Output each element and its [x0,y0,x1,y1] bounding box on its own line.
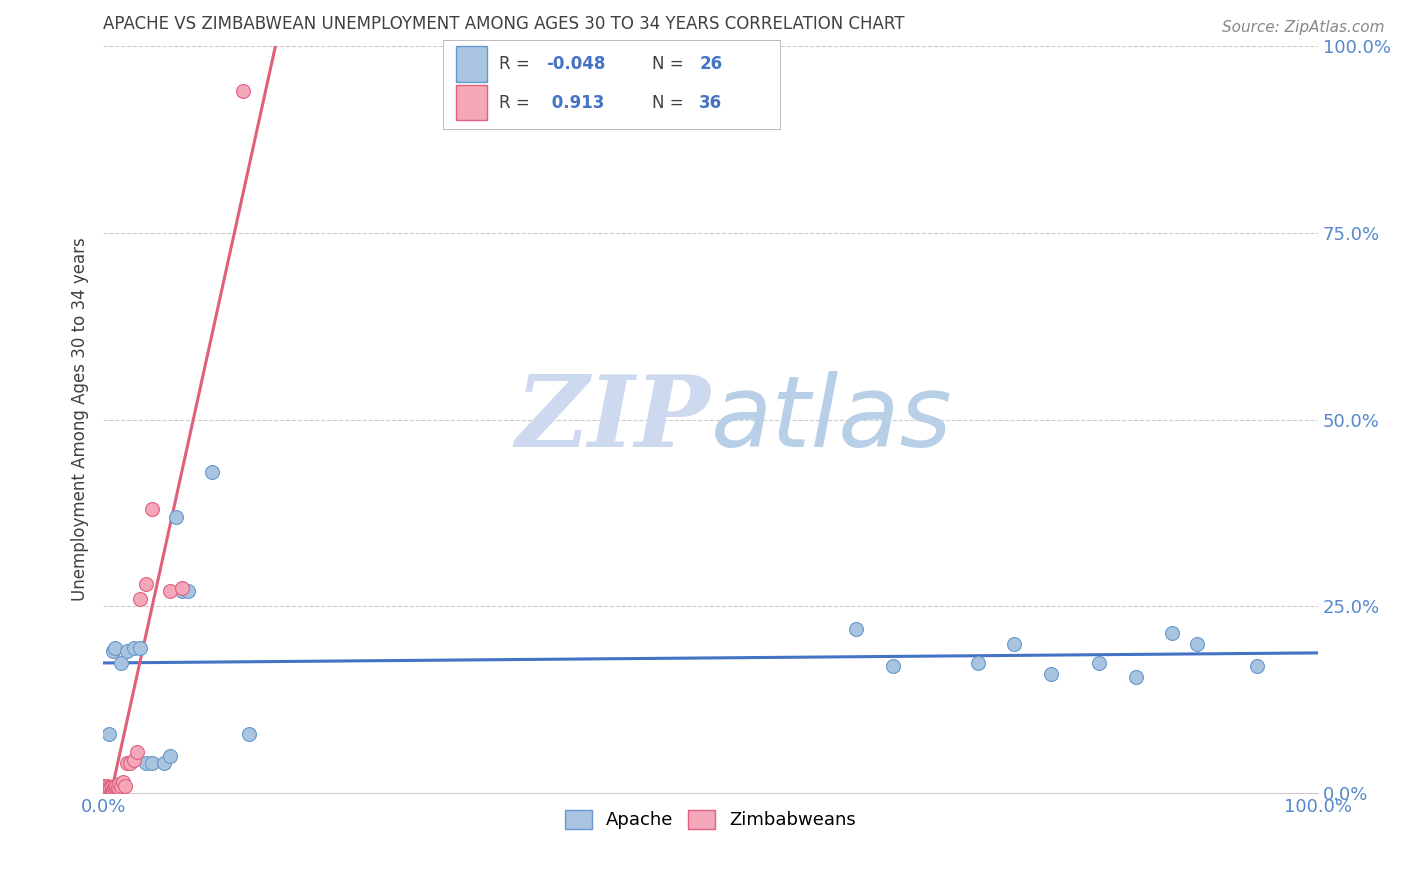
Point [96,779,118,793]
Point [201,465,224,479]
Point [845,622,868,636]
Point [1002,637,1025,651]
Point [98,726,121,740]
Text: ZIP: ZIP [516,371,710,467]
Point [117,756,139,771]
Point [101,782,124,797]
Point [177,584,200,599]
Point [141,756,163,771]
Point [98,782,121,797]
Point [103,781,125,796]
Point [97,781,120,796]
Point [110,779,132,793]
Point [96,782,118,797]
Point [100,780,122,795]
Point [100,781,122,796]
Point [159,748,181,763]
Point [105,779,128,793]
Point [232,83,254,97]
FancyBboxPatch shape [457,85,486,120]
Text: -0.048: -0.048 [546,55,605,73]
Point [96,781,118,796]
Point [107,780,129,795]
Point [111,775,134,789]
Point [238,726,260,740]
Point [153,756,176,771]
Point [108,777,131,791]
FancyBboxPatch shape [457,46,486,82]
Point [93,779,115,793]
Text: 36: 36 [699,94,723,112]
Text: Source: ZipAtlas.com: Source: ZipAtlas.com [1222,20,1385,35]
Y-axis label: Unemployment Among Ages 30 to 34 years: Unemployment Among Ages 30 to 34 years [72,237,89,601]
Point [1125,670,1147,684]
Point [114,779,136,793]
Point [1185,637,1208,651]
Point [165,509,187,524]
Point [104,640,127,655]
Point [127,745,149,759]
Point [882,659,904,673]
Point [100,782,122,797]
Point [172,581,194,595]
Point [96,781,118,796]
Text: N =: N = [652,94,689,112]
Point [118,756,141,771]
Point [128,591,150,606]
Point [122,753,145,767]
Point [1088,656,1111,670]
Point [172,584,194,599]
Text: atlas: atlas [710,371,952,468]
Point [94,781,117,796]
Point [101,644,124,658]
Point [100,781,122,796]
Point [141,502,163,516]
Legend: Apache, Zimbabweans: Apache, Zimbabweans [558,803,863,837]
Point [1039,666,1062,681]
Text: R =: R = [499,55,534,73]
Point [94,782,117,797]
Point [98,780,121,795]
Point [1161,625,1184,640]
Point [135,577,157,591]
Text: N =: N = [652,55,689,73]
Point [104,780,127,795]
Point [110,656,132,670]
Text: 26: 26 [699,55,723,73]
Point [135,756,157,771]
Point [117,644,139,658]
Text: APACHE VS ZIMBABWEAN UNEMPLOYMENT AMONG AGES 30 TO 34 YEARS CORRELATION CHART: APACHE VS ZIMBABWEAN UNEMPLOYMENT AMONG … [103,15,904,33]
Point [1246,659,1268,673]
Point [94,781,117,796]
Point [967,656,990,670]
Point [93,782,115,797]
Point [159,584,181,599]
Text: 0.913: 0.913 [546,94,605,112]
Text: R =: R = [499,94,534,112]
Point [97,782,120,797]
Point [122,640,145,655]
Point [128,640,150,655]
